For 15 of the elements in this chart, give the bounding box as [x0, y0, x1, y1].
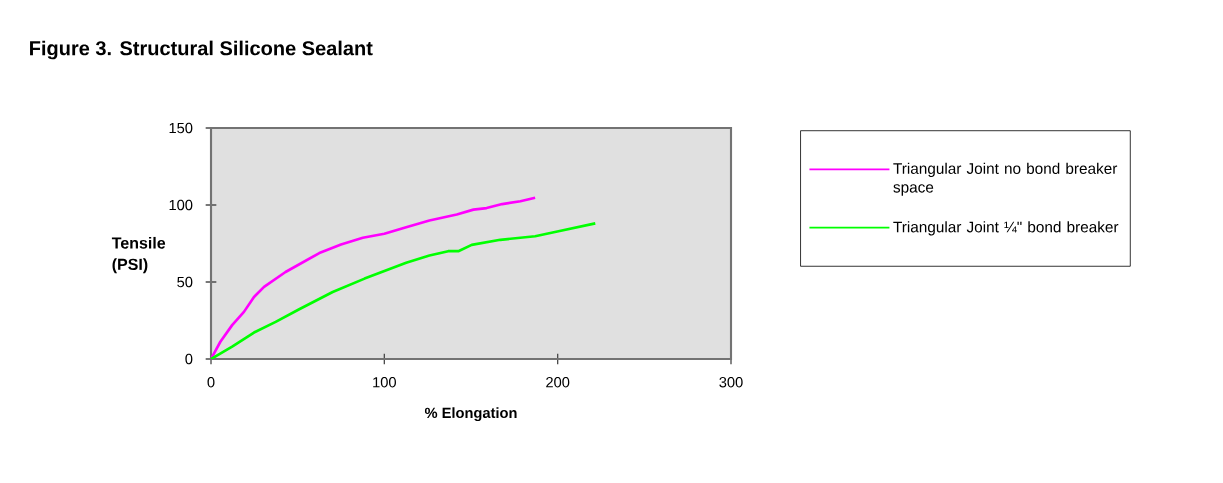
x-tick-label: 200: [546, 377, 570, 388]
y-tick-label: 0: [185, 353, 193, 365]
y-tick-label: 100: [169, 199, 193, 211]
chart-title: Figure 3. Structural Silicone Sealant: [30, 40, 373, 60]
x-tick-label: 300: [719, 377, 743, 388]
x-tick-label: 100: [373, 377, 396, 388]
y-tick-label: 50: [177, 276, 193, 288]
text: Triangular Joint ¼" bond breaker: [893, 221, 1119, 236]
line-series: [211, 196, 537, 359]
x-tick-label: 0: [207, 377, 215, 388]
y-tick-label: 150: [169, 122, 193, 134]
text: Triangular Joint no bond breaker space: [893, 162, 1118, 196]
x-axis-title: % Elongation: [424, 407, 517, 421]
line-series: [211, 221, 597, 359]
y-axis-title: Tensile (PSI): [111, 236, 166, 274]
